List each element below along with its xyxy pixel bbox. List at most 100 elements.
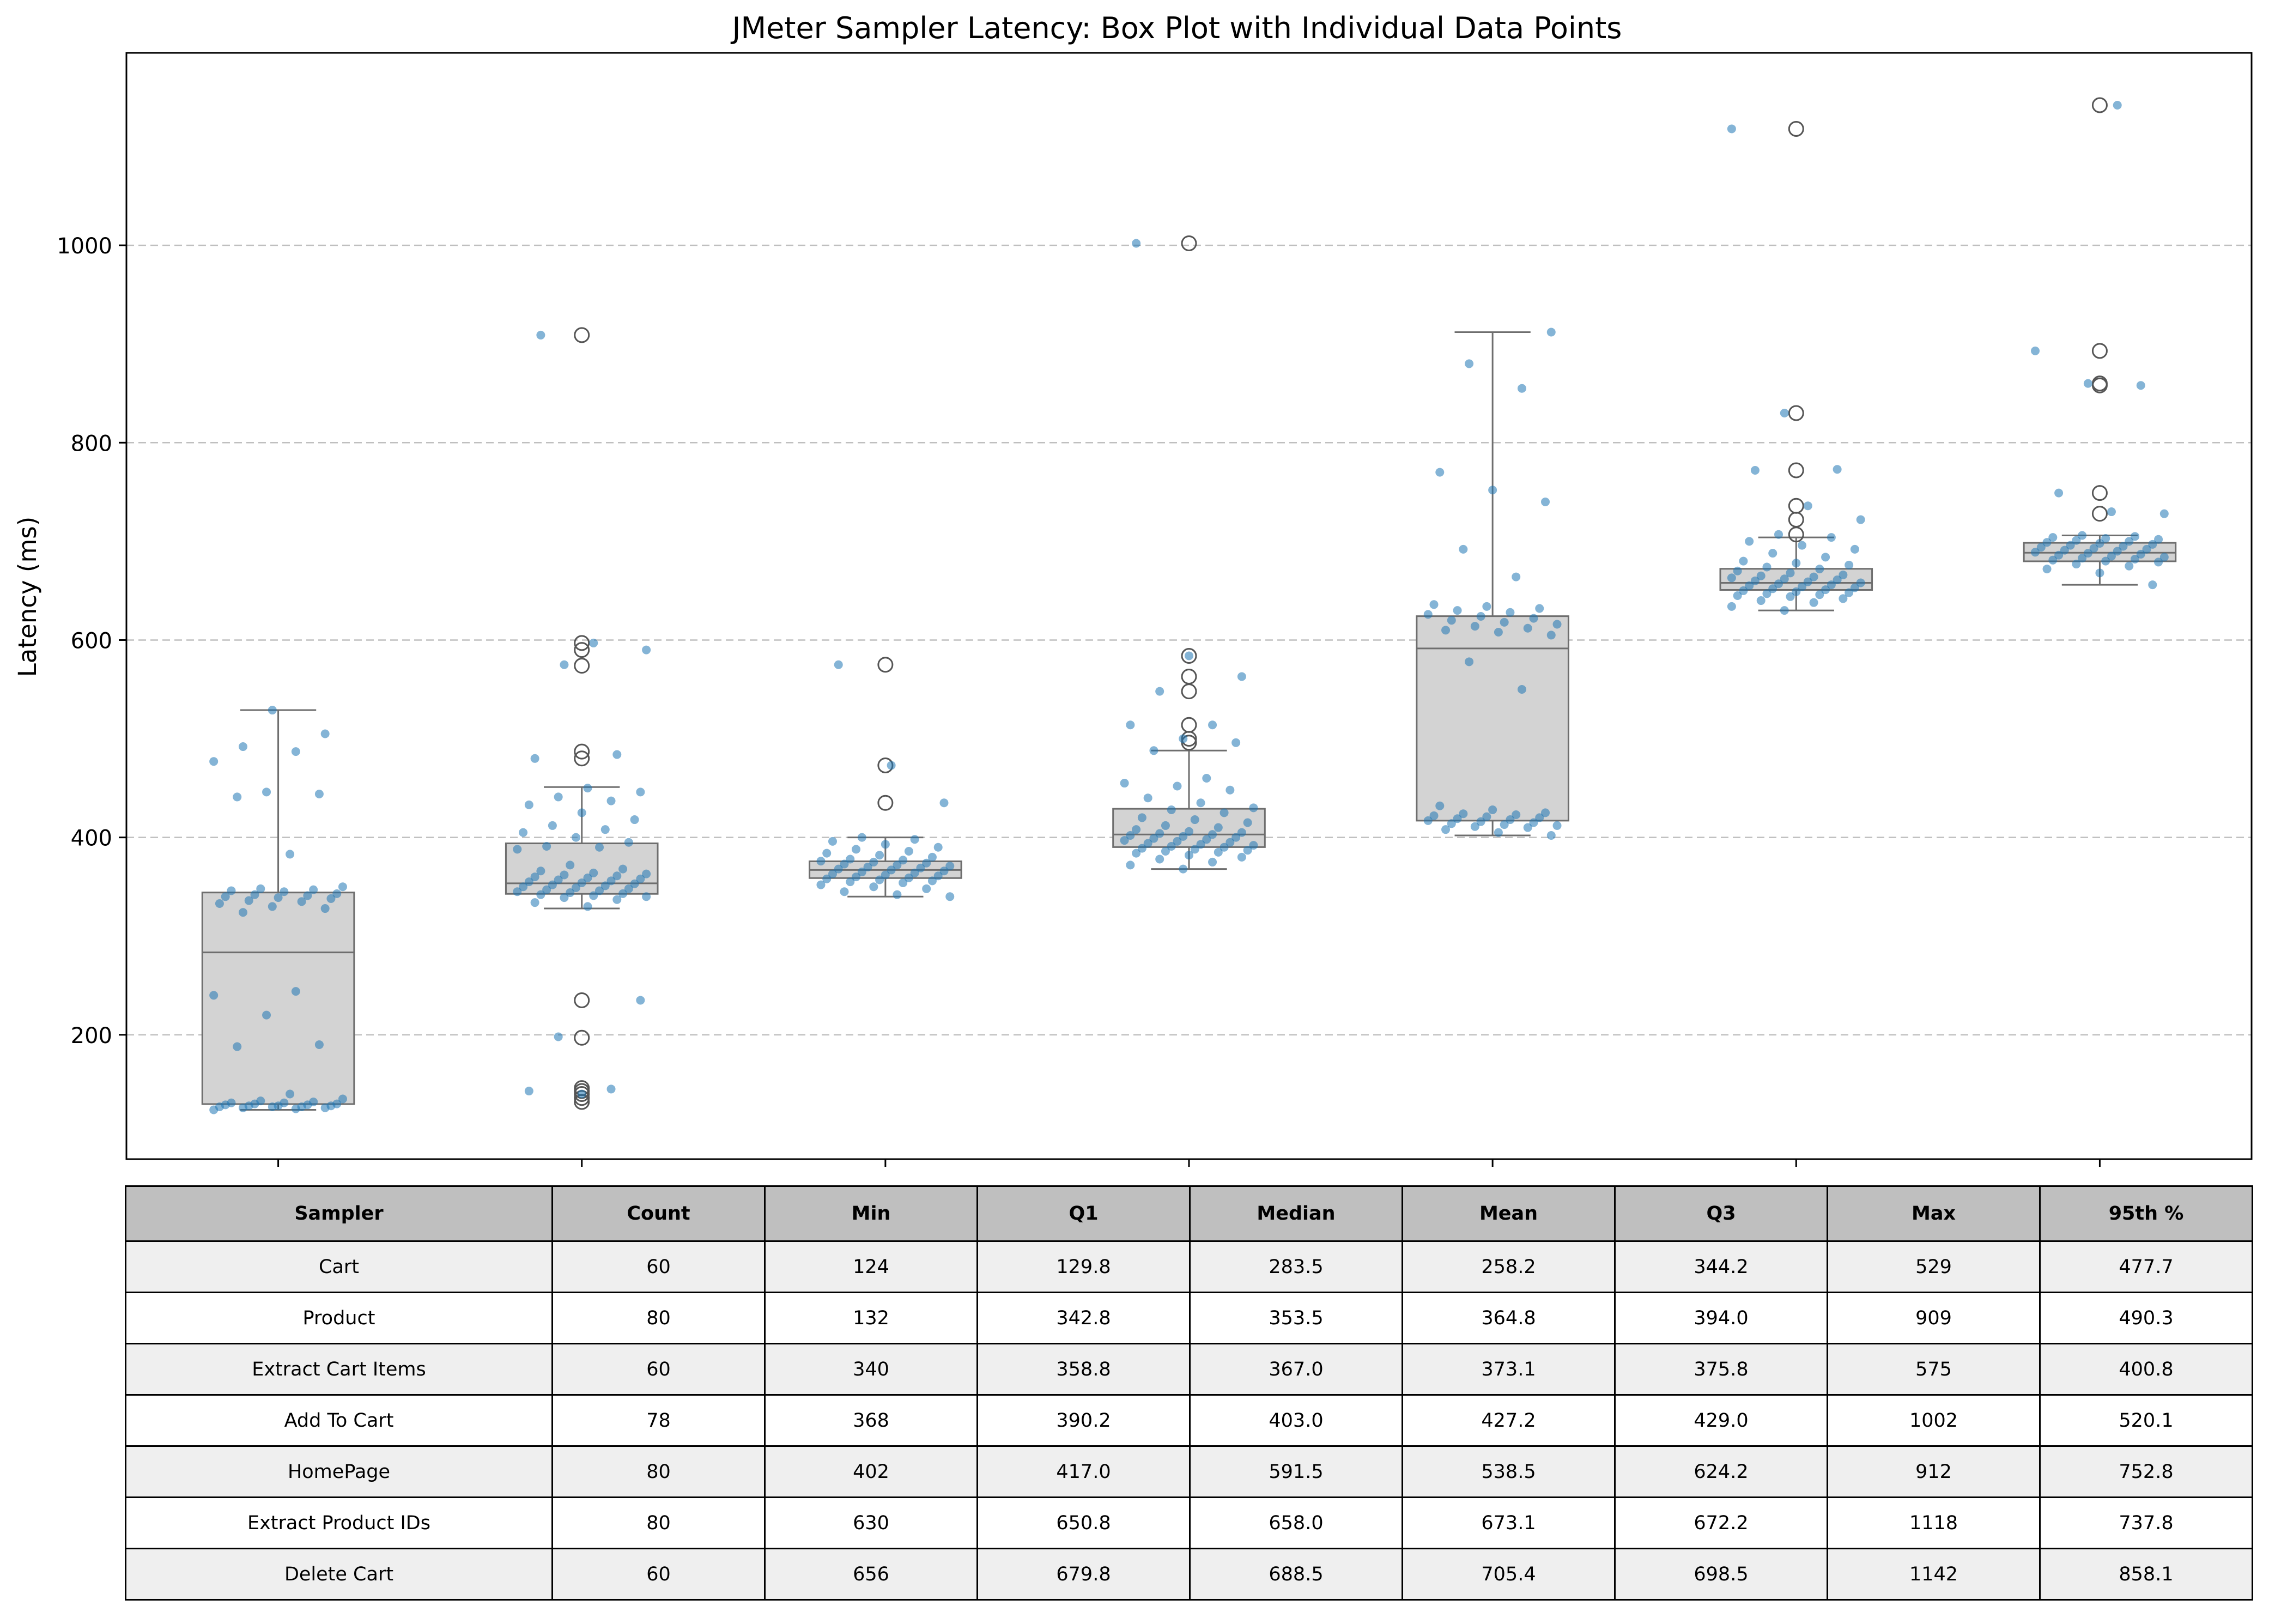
outlier-marker — [574, 327, 590, 343]
data-point — [595, 886, 604, 895]
cell-count: 60 — [551, 1343, 766, 1396]
data-point — [1137, 844, 1146, 853]
data-point — [1803, 577, 1812, 586]
data-point — [326, 894, 336, 903]
data-point — [2089, 544, 2098, 553]
data-point — [887, 761, 896, 770]
data-point — [1529, 818, 1538, 827]
data-point — [1185, 651, 1193, 660]
data-point — [2054, 550, 2064, 560]
cell-q1: 129.8 — [976, 1240, 1191, 1293]
data-point — [1500, 617, 1509, 627]
data-point — [291, 987, 300, 996]
data-point — [939, 798, 949, 808]
outlier-marker — [574, 743, 590, 760]
data-point — [233, 792, 242, 802]
outlier-marker — [574, 658, 590, 674]
outlier-marker — [1788, 405, 1804, 421]
data-point — [816, 857, 826, 866]
data-point — [589, 868, 598, 877]
table-row: Product 80 132 342.8 353.5 364.8 394.0 909 490.3 — [125, 1292, 2253, 1344]
data-point — [256, 884, 265, 893]
data-point — [1155, 829, 1164, 838]
data-point — [2072, 536, 2081, 545]
outlier-marker — [1788, 498, 1804, 514]
data-point — [2101, 534, 2110, 543]
data-point — [1845, 588, 1854, 597]
data-point — [583, 873, 592, 882]
box-group — [1719, 120, 1873, 615]
data-point — [1441, 825, 1451, 834]
cell-count: 60 — [551, 1240, 766, 1293]
data-point — [1733, 566, 1742, 575]
data-point — [548, 821, 557, 830]
data-point — [1792, 587, 1801, 596]
cell-mean: 538.5 — [1402, 1445, 1616, 1498]
cell-median: 591.5 — [1189, 1445, 1403, 1498]
data-point — [2148, 540, 2157, 549]
data-point — [1237, 852, 1246, 862]
box-group — [1112, 235, 1266, 874]
data-point — [2142, 544, 2151, 554]
data-point — [828, 869, 837, 878]
data-point — [1762, 589, 1771, 598]
data-point — [1465, 359, 1474, 368]
data-point — [1727, 602, 1736, 611]
outlier-marker — [1181, 647, 1197, 664]
cell-max: 1002 — [1827, 1394, 2041, 1447]
cell-sampler: Extract Cart Items — [125, 1343, 553, 1396]
data-point — [536, 890, 545, 899]
data-point — [2060, 546, 2069, 555]
data-point — [238, 908, 247, 917]
outlier-marker — [1181, 235, 1197, 252]
data-point — [1506, 608, 1515, 617]
cell-mean: 705.4 — [1402, 1548, 1616, 1601]
data-point — [1190, 815, 1199, 825]
data-point — [1821, 585, 1830, 595]
data-point — [280, 887, 289, 896]
data-point — [1173, 837, 1182, 846]
data-point — [1494, 627, 1503, 637]
statistics-table: Sampler Count Min Q1 Median Mean Q3 Max … — [125, 1185, 2253, 1601]
data-point — [1190, 845, 1199, 854]
data-point — [560, 893, 569, 902]
data-point — [1512, 810, 1521, 820]
data-point — [1429, 600, 1439, 609]
data-point — [1774, 579, 1783, 589]
cell-p95: 858.1 — [2039, 1548, 2253, 1601]
data-point — [1745, 581, 1754, 590]
data-point — [1243, 846, 1252, 855]
data-point — [1739, 586, 1748, 595]
data-point — [524, 800, 533, 809]
data-point — [1476, 612, 1485, 621]
data-point — [822, 874, 832, 883]
box-iqr — [1416, 615, 1569, 822]
cell-q3: 375.8 — [1614, 1343, 1828, 1396]
data-point — [221, 892, 230, 901]
data-point — [1546, 631, 1556, 640]
data-point — [1208, 830, 1217, 839]
data-point — [881, 870, 890, 880]
cell-min: 402 — [764, 1445, 978, 1498]
data-point — [612, 895, 622, 904]
data-point — [536, 866, 545, 876]
outlier-marker — [1788, 462, 1804, 478]
data-point — [571, 883, 580, 893]
y-tick-label: 400 — [71, 826, 112, 851]
data-point — [1214, 823, 1223, 832]
data-point — [606, 796, 616, 805]
data-point — [636, 787, 645, 797]
data-point — [238, 742, 247, 752]
data-point — [2095, 539, 2104, 548]
data-point — [1535, 813, 1544, 822]
data-point — [524, 877, 533, 887]
data-point — [1839, 570, 1848, 579]
cell-q3: 698.5 — [1614, 1548, 1828, 1601]
data-point — [642, 645, 651, 655]
cell-median: 658.0 — [1189, 1496, 1403, 1549]
data-point — [314, 789, 324, 798]
data-point — [1780, 574, 1789, 584]
cell-sampler: Add To Cart — [125, 1394, 553, 1447]
data-point — [2136, 549, 2145, 559]
data-point — [286, 850, 295, 859]
